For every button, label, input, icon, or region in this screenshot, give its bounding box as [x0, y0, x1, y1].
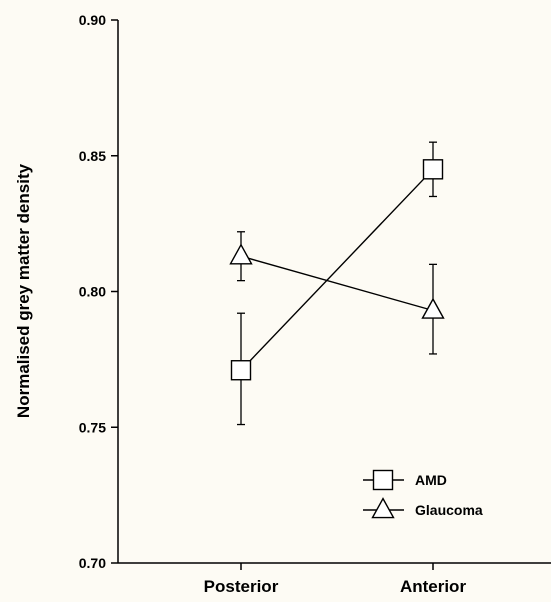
x-axis-ticks: Posterior Anterior — [204, 563, 467, 596]
y-tick-label: 0.70 — [79, 555, 106, 571]
legend-label: Glaucoma — [415, 502, 483, 518]
legend-label: AMD — [415, 472, 447, 488]
data-point-square — [422, 159, 444, 180]
series-line — [240, 255, 434, 312]
series-amd — [230, 141, 444, 426]
x-tick-label: Anterior — [400, 577, 467, 596]
series-glaucoma — [229, 231, 445, 355]
y-tick-label: 0.75 — [79, 419, 106, 435]
legend-item: AMD — [363, 469, 447, 491]
y-axis-ticks: 0.70 0.75 0.80 0.85 0.90 — [79, 12, 118, 571]
x-tick-label: Posterior — [204, 577, 279, 596]
y-tick-label: 0.90 — [79, 12, 106, 28]
series-layer — [229, 141, 445, 426]
y-axis-label: Normalised grey matter density — [14, 163, 33, 418]
y-tick-label: 0.85 — [79, 148, 106, 164]
legend-marker-triangle — [371, 497, 395, 519]
legend-marker-square — [372, 469, 394, 491]
data-point-triangle — [229, 243, 253, 265]
data-point-triangle — [421, 297, 445, 319]
legend-item: Glaucoma — [363, 497, 483, 519]
series-line — [240, 168, 434, 371]
data-point-square — [230, 360, 252, 381]
legend: AMD Glaucoma — [363, 469, 483, 519]
y-tick-label: 0.80 — [79, 284, 106, 300]
plot-area — [117, 20, 551, 564]
